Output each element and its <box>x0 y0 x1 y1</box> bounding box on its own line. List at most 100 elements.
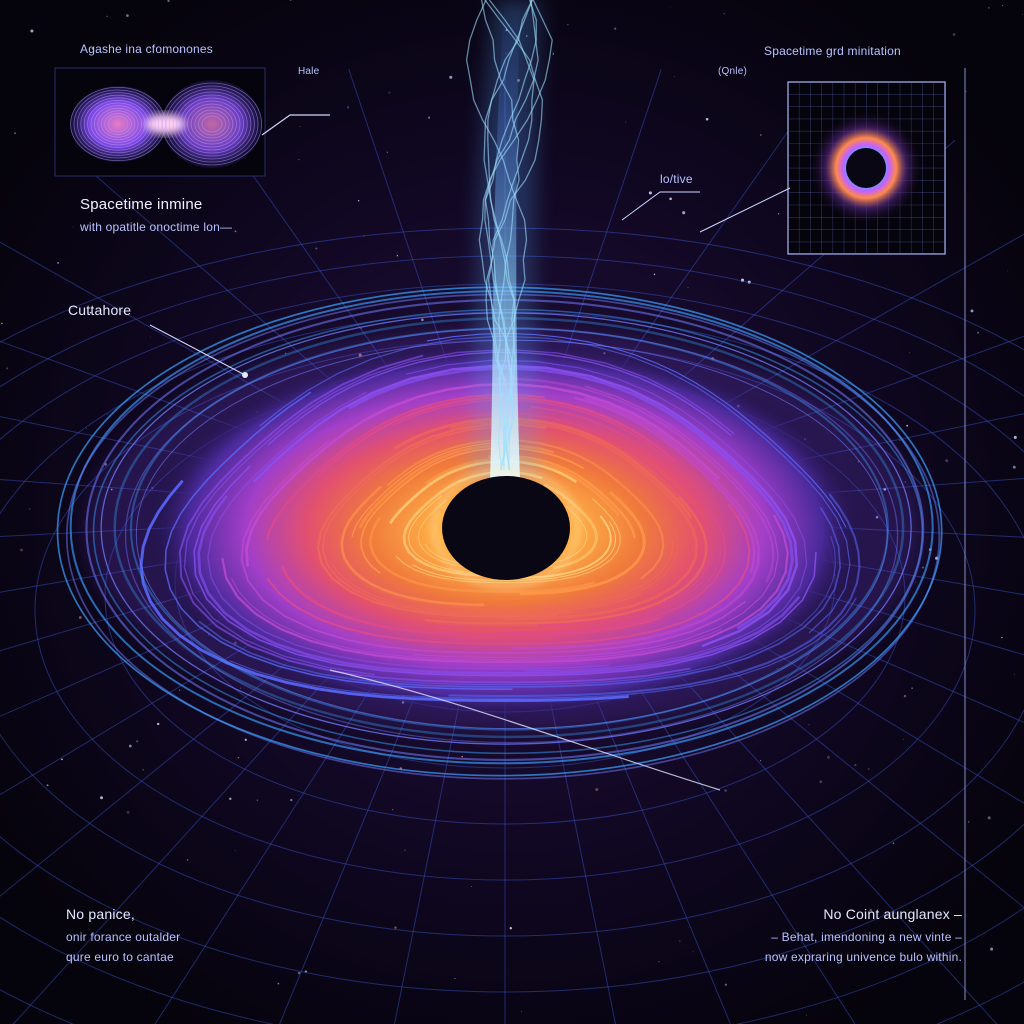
bottom-left-line1: No panice, <box>66 906 135 922</box>
grid-spoke <box>279 643 438 1024</box>
disk-swirl <box>253 364 799 648</box>
star <box>747 280 751 284</box>
star <box>674 75 676 77</box>
star <box>805 1014 807 1016</box>
lobe-mesh <box>107 115 129 133</box>
star <box>1022 14 1023 15</box>
star <box>908 352 911 354</box>
star <box>854 763 857 767</box>
star <box>396 254 399 257</box>
star <box>669 197 672 201</box>
star <box>471 886 472 887</box>
lobe-mesh <box>90 102 146 146</box>
star <box>819 780 823 784</box>
tag-leader <box>621 191 700 221</box>
disk-swirl <box>395 498 621 584</box>
lobe-mesh <box>197 112 226 136</box>
disk-swirl <box>183 348 735 676</box>
star <box>970 309 974 313</box>
star <box>388 91 391 94</box>
disk-swirl <box>439 412 713 627</box>
disk-swirl <box>164 391 513 690</box>
jet-strand <box>478 0 553 471</box>
star <box>1013 435 1017 439</box>
star <box>178 49 182 53</box>
grid-spoke <box>539 648 617 1024</box>
disk-swirl <box>388 459 578 525</box>
star <box>723 13 725 15</box>
star <box>167 0 170 3</box>
star <box>740 278 745 282</box>
disk-swirl <box>543 483 598 570</box>
disk-swirl <box>351 442 495 538</box>
lobe-mesh <box>97 107 139 141</box>
disk-swirl <box>197 494 801 675</box>
star <box>126 14 129 17</box>
disk-swirl <box>386 439 665 580</box>
star <box>290 798 293 802</box>
left-callout: Cuttahore <box>68 302 132 318</box>
disk-swirl <box>357 581 703 629</box>
top-left-caption-line1: Spacetime inmine <box>80 196 203 213</box>
star <box>1002 4 1003 6</box>
disk-crossing-line <box>329 669 721 791</box>
disk-swirl <box>316 423 558 618</box>
disk-swirl <box>221 514 789 664</box>
disk-swirl <box>427 512 679 611</box>
top-left-tag: Hale <box>298 66 320 77</box>
star <box>869 908 873 912</box>
star <box>28 508 31 510</box>
lobe-mesh <box>194 109 230 139</box>
star <box>428 116 431 119</box>
star <box>687 287 689 289</box>
star <box>78 616 82 619</box>
star <box>945 459 949 463</box>
star <box>285 352 287 354</box>
star <box>567 23 569 26</box>
disk-swirl <box>450 419 699 621</box>
disk-swirl <box>511 396 761 650</box>
star <box>1001 636 1003 639</box>
inset-spacetime-grid <box>787 81 946 255</box>
star <box>289 0 292 1</box>
grid-spoke <box>393 648 471 1024</box>
callout-leader <box>149 324 246 376</box>
star <box>449 75 453 79</box>
star <box>363 235 365 237</box>
star <box>724 789 727 792</box>
star <box>915 581 917 583</box>
star <box>521 1011 522 1012</box>
disk-swirl <box>394 417 693 519</box>
inset-left-leader <box>261 114 330 136</box>
star <box>178 689 181 691</box>
disk-swirl <box>413 385 779 658</box>
lobe-mesh <box>70 87 166 161</box>
disk-swirl <box>426 332 847 528</box>
inset-wormhole-lobes <box>54 67 266 177</box>
disk-swirl <box>207 391 610 670</box>
star <box>808 724 810 726</box>
disk-swirl <box>230 577 723 661</box>
star <box>392 809 394 811</box>
star <box>988 7 990 9</box>
disk-swirl <box>193 465 817 677</box>
star <box>1012 465 1016 469</box>
lobe-mesh <box>172 91 252 157</box>
star <box>990 947 994 951</box>
lobe-mesh <box>183 100 241 148</box>
tag-leader-2 <box>699 187 791 233</box>
star <box>679 940 681 942</box>
star <box>724 983 727 986</box>
star <box>46 784 49 787</box>
star <box>61 758 63 761</box>
disk-swirl <box>139 479 629 702</box>
grid-spoke <box>154 635 406 1024</box>
disk-swirl <box>281 565 661 636</box>
star <box>1013 674 1015 676</box>
disk-swirl <box>390 399 688 477</box>
top-left-caption-line2: with opatitle onoctime lon— <box>80 220 233 234</box>
lobe-mesh <box>165 85 259 163</box>
disk-swirl <box>245 382 721 567</box>
bottom-right-line3: now expraring univence bulo within. <box>764 950 962 964</box>
